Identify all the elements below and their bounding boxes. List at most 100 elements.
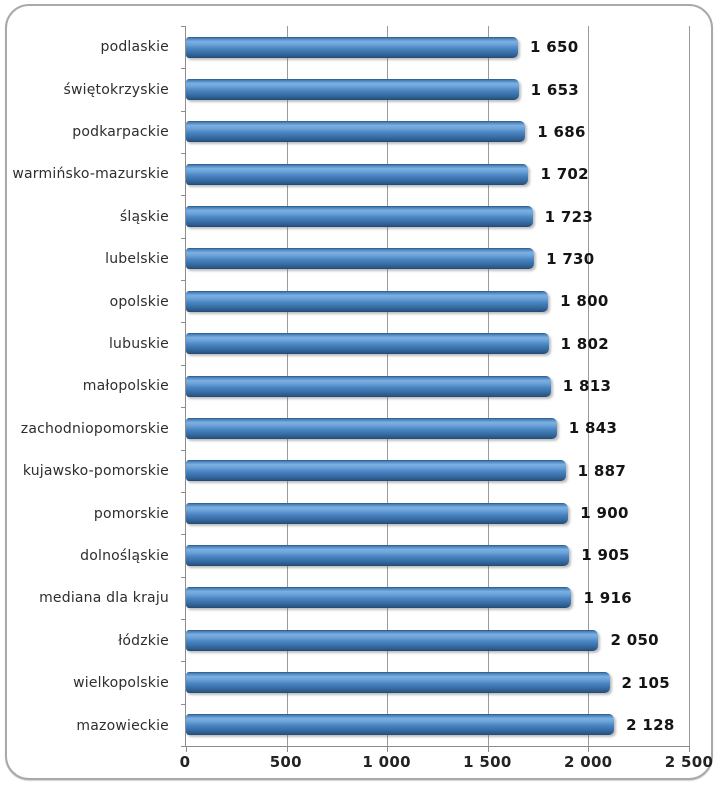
bar-row: 1 702 bbox=[186, 153, 689, 195]
value-label: 1 686 bbox=[537, 122, 586, 141]
category-label: warmińsko-mazurskie bbox=[12, 166, 169, 183]
category-label: dolnośląskie bbox=[80, 548, 169, 565]
data-bar bbox=[186, 714, 615, 736]
category-label: mazowieckie bbox=[76, 717, 169, 734]
value-label: 1 800 bbox=[560, 292, 609, 311]
category-label: zachodniopomorskie bbox=[20, 420, 169, 437]
x-axis-tick bbox=[387, 746, 389, 752]
data-bar bbox=[186, 417, 557, 439]
gridline bbox=[689, 26, 690, 746]
value-label: 1 905 bbox=[581, 546, 630, 565]
data-bar bbox=[186, 163, 529, 185]
chart-frame: podlaskie świętokrzyskie podkarpackie warmi… bbox=[5, 4, 713, 780]
value-label: 1 900 bbox=[580, 504, 629, 523]
x-axis-tick bbox=[689, 746, 690, 752]
bar-row: 1 686 bbox=[186, 111, 689, 153]
y-axis-tick bbox=[181, 364, 186, 366]
data-bar bbox=[186, 502, 569, 524]
value-label: 1 916 bbox=[583, 588, 632, 607]
y-axis-tick bbox=[181, 703, 186, 705]
bar-row: 1 843 bbox=[186, 407, 689, 449]
category-label: wielkopolskie bbox=[73, 675, 169, 692]
x-axis-tick bbox=[487, 746, 489, 752]
y-axis-tick bbox=[181, 237, 186, 239]
x-axis-tick-label: 2 000 bbox=[563, 753, 613, 771]
category-label: łódzkie bbox=[118, 632, 169, 649]
y-axis-tick bbox=[181, 618, 186, 620]
x-axis-tick bbox=[186, 746, 187, 752]
data-bar bbox=[186, 544, 570, 566]
value-label: 1 702 bbox=[540, 165, 589, 184]
category-label: małopolskie bbox=[82, 378, 169, 395]
y-axis-tick bbox=[181, 661, 186, 663]
x-axis-tick-label: 0 bbox=[179, 753, 191, 771]
category-label: opolskie bbox=[109, 293, 169, 310]
bar-row: 1 900 bbox=[186, 492, 689, 534]
data-bar bbox=[186, 672, 610, 694]
value-label: 2 105 bbox=[621, 673, 670, 692]
value-label: 1 653 bbox=[530, 80, 580, 99]
data-bar bbox=[186, 248, 535, 270]
x-axis-tick bbox=[588, 746, 590, 752]
bar-row: 1 730 bbox=[186, 238, 689, 280]
category-label: pomorskie bbox=[93, 505, 169, 522]
bar-row: 1 800 bbox=[186, 280, 689, 322]
y-axis-tick bbox=[181, 195, 186, 197]
data-bar bbox=[186, 587, 572, 609]
y-axis-tick bbox=[181, 534, 186, 536]
y-axis-tick bbox=[181, 407, 186, 409]
y-axis-tick bbox=[181, 449, 186, 451]
x-axis-tick-label: 1 500 bbox=[463, 753, 512, 771]
category-label: lubuskie bbox=[108, 336, 169, 353]
bar-rows: 1 650 1 653 1 686 1 702 1 723 1 730 1 800 1 802… bbox=[186, 26, 689, 746]
y-axis-tick bbox=[181, 68, 186, 70]
value-label: 1 802 bbox=[560, 334, 610, 353]
category-label: podlaskie bbox=[100, 39, 169, 56]
category-label: śląskie bbox=[119, 208, 169, 225]
x-axis-tick-label: 1 000 bbox=[362, 753, 411, 771]
gridline bbox=[588, 26, 590, 746]
data-bar bbox=[186, 333, 549, 355]
bar-row: 1 650 bbox=[186, 26, 689, 68]
category-label: świętokrzyskie bbox=[63, 81, 169, 98]
category-labels: podlaskie świętokrzyskie podkarpackie warmi… bbox=[11, 26, 177, 747]
bar-row: 2 128 bbox=[186, 704, 689, 746]
value-label: 1 723 bbox=[544, 207, 594, 226]
value-label: 1 887 bbox=[577, 461, 627, 480]
data-bar bbox=[186, 79, 519, 101]
bar-row: 1 916 bbox=[186, 577, 689, 619]
x-axis-tick-label: 500 bbox=[269, 753, 302, 771]
data-bar bbox=[186, 206, 533, 228]
data-bar bbox=[186, 36, 518, 58]
plot-area: 1 650 1 653 1 686 1 702 1 723 1 730 1 800 1 802… bbox=[181, 26, 690, 752]
bar-row: 2 105 bbox=[186, 661, 689, 703]
data-bar bbox=[186, 460, 566, 482]
bar-row: 1 723 bbox=[186, 195, 689, 237]
value-label: 1 843 bbox=[568, 419, 618, 438]
category-label: mediana dla kraju bbox=[39, 590, 169, 607]
y-axis-tick bbox=[181, 153, 186, 155]
y-axis-tick bbox=[181, 322, 186, 324]
category-label: podkarpackie bbox=[72, 124, 169, 141]
category-label: kujawsko-pomorskie bbox=[22, 463, 169, 480]
data-bar bbox=[186, 375, 551, 397]
y-axis-tick bbox=[181, 491, 186, 493]
value-label: 1 813 bbox=[562, 377, 612, 396]
y-axis-tick bbox=[181, 26, 186, 27]
x-axis-labels: 0 500 1 000 1 500 2 000 2 500 bbox=[180, 753, 713, 777]
y-axis-tick bbox=[181, 576, 186, 578]
x-axis-tick bbox=[286, 746, 288, 752]
x-axis-tick-label: 2 500 bbox=[664, 753, 714, 771]
category-label: lubelskie bbox=[105, 251, 169, 268]
data-bar bbox=[186, 121, 526, 143]
value-label: 2 128 bbox=[626, 715, 675, 734]
bar-row: 1 905 bbox=[186, 534, 689, 576]
value-label: 1 650 bbox=[529, 38, 579, 57]
bar-row: 1 813 bbox=[186, 365, 689, 407]
value-label: 1 730 bbox=[546, 249, 595, 268]
bar-row: 1 802 bbox=[186, 323, 689, 365]
y-axis-tick bbox=[181, 746, 186, 747]
data-bar bbox=[186, 290, 549, 312]
bar-row: 2 050 bbox=[186, 619, 689, 661]
